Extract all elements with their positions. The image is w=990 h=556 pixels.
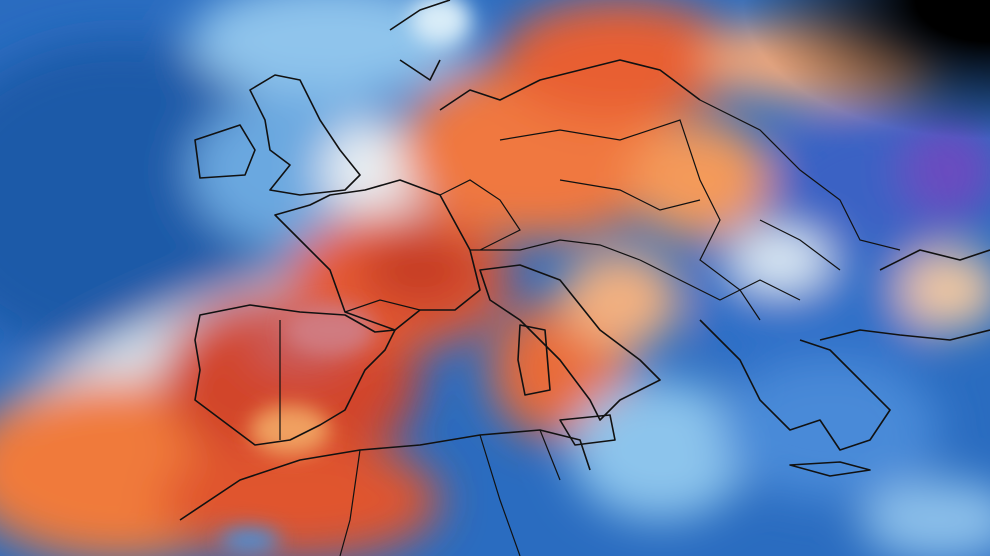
page: (() => { const data = JSON.parse(documen… xyxy=(0,0,990,556)
weather-map xyxy=(0,0,990,556)
space-corner xyxy=(0,0,990,556)
